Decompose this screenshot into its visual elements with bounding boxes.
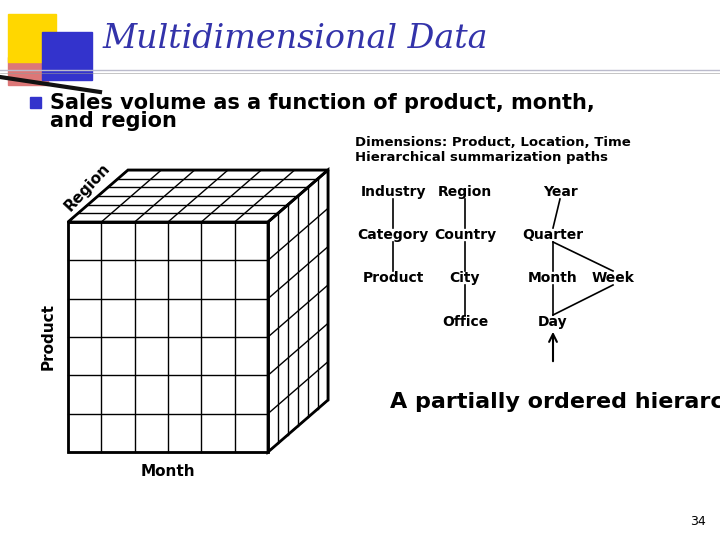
Bar [8,14,56,62]
Text: Product: Product [40,303,55,370]
Text: Month: Month [140,464,195,480]
Text: Hierarchical summarization paths: Hierarchical summarization paths [355,152,608,165]
Text: Multidimensional Data: Multidimensional Data [102,23,487,55]
Text: Office: Office [442,315,488,329]
Text: Month: Month [528,271,578,285]
Text: Region: Region [61,160,113,214]
Polygon shape [68,170,328,222]
Text: Sales volume as a function of product, month,: Sales volume as a function of product, m… [50,93,595,113]
Bar [42,32,92,80]
Text: Dimensions: Product, Location, Time: Dimensions: Product, Location, Time [355,137,631,150]
Bar [30,97,41,108]
Bar [8,57,48,85]
Text: Industry: Industry [360,185,426,199]
Text: 34: 34 [690,515,706,528]
Text: City: City [450,271,480,285]
Text: Product: Product [362,271,423,285]
Text: Quarter: Quarter [523,228,584,242]
Text: and region: and region [50,111,177,131]
Text: Country: Country [434,228,496,242]
Polygon shape [268,170,328,452]
Text: Week: Week [592,271,634,285]
Text: A partially ordered hierarchy: A partially ordered hierarchy [390,392,720,412]
Text: Category: Category [357,228,428,242]
Text: Region: Region [438,185,492,199]
Text: Day: Day [538,315,568,329]
Text: Year: Year [543,185,577,199]
